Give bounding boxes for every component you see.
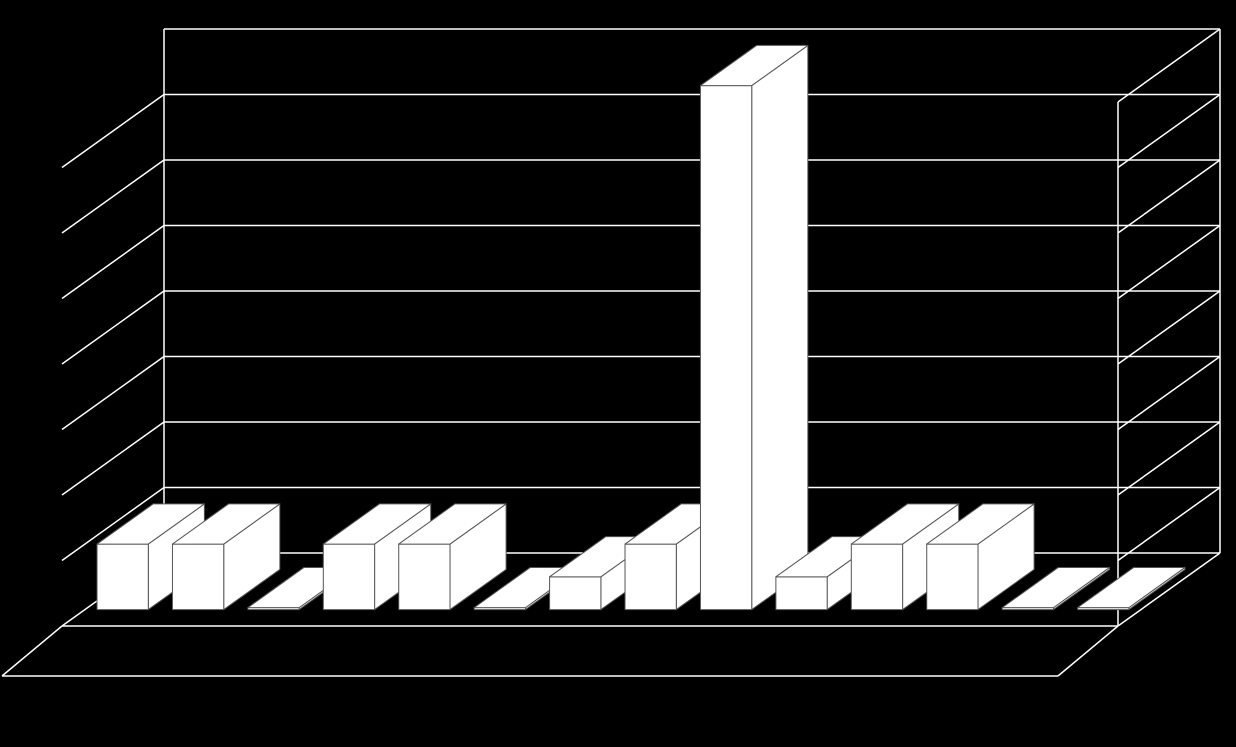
bars-group [97, 45, 1185, 609]
bar3d-chart [0, 0, 1236, 747]
bar-8 [700, 45, 807, 609]
